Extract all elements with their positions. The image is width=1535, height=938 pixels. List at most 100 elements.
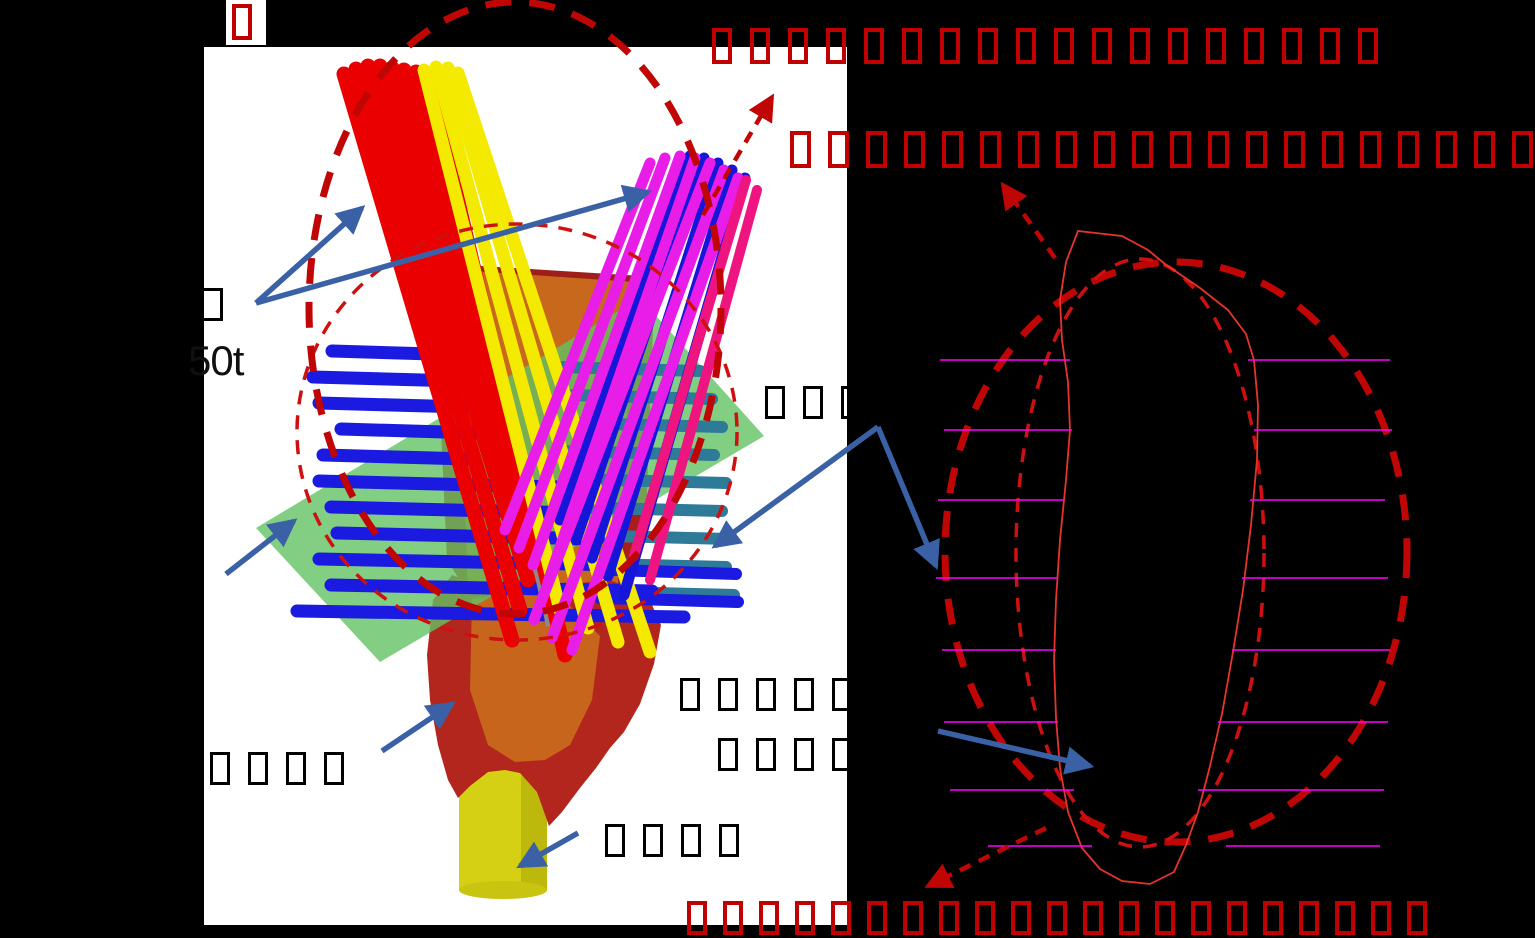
- tofu-glyph: [1011, 901, 1031, 935]
- caption-top-line-2: [790, 131, 1535, 168]
- highlight-circle-thin-left: [295, 222, 739, 642]
- tofu-glyph: [1208, 131, 1229, 168]
- tofu-glyph: [1320, 28, 1340, 64]
- tofu-glyph: [867, 901, 887, 935]
- tofu-glyph: [1335, 901, 1355, 935]
- tofu-glyph: [864, 28, 884, 64]
- tofu-glyph: [940, 28, 960, 64]
- tofu-glyph: [1244, 28, 1264, 64]
- tofu-glyph: [1168, 28, 1188, 64]
- tofu-glyph: [723, 901, 743, 935]
- highlight-ellipse-thick-right: [941, 258, 1411, 846]
- section-diagram: [936, 230, 1411, 885]
- red-callout-arrows: [701, 93, 1057, 889]
- tofu-glyph: [718, 738, 738, 771]
- tofu-glyph: [680, 678, 700, 711]
- arrow-goaf-to-model: [711, 424, 880, 549]
- tofu-glyph: [199, 288, 223, 321]
- tofu-glyph: [1018, 131, 1039, 168]
- tofu-glyph: [232, 4, 252, 40]
- red-arrow-to-top-caption: [701, 93, 775, 217]
- tofu-glyph: [1371, 901, 1391, 935]
- tofu-glyph: [794, 678, 814, 711]
- tofu-glyph: [1512, 131, 1533, 168]
- tofu-glyph: [975, 901, 995, 935]
- tofu-glyph: [803, 386, 823, 419]
- tofu-glyph: [1360, 131, 1381, 168]
- tofu-glyph: [939, 901, 959, 935]
- tofu-glyph: [1083, 901, 1103, 935]
- tofu-glyph: [605, 824, 625, 857]
- arrow-goaf-to-section: [875, 425, 940, 570]
- tofu-glyph: [902, 28, 922, 64]
- tofu-glyph: [1246, 131, 1267, 168]
- highlight-ellipse-thick-left: [305, 0, 725, 618]
- tofu-glyph: [1398, 131, 1419, 168]
- tofu-glyph: [978, 28, 998, 64]
- arrow-to-section-outline: [937, 728, 1095, 775]
- drill-fan-magenta: [499, 150, 744, 656]
- tofu-glyph: [831, 901, 851, 935]
- tofu-glyph: [904, 131, 925, 168]
- tofu-glyph: [942, 131, 963, 168]
- tofu-glyph: [1094, 131, 1115, 168]
- tofu-glyph: [1322, 131, 1343, 168]
- arrow-to-green-plane: [224, 518, 298, 577]
- fan-label-box: [199, 288, 223, 321]
- tofu-glyph: [794, 738, 814, 771]
- goaf-label: [765, 386, 879, 419]
- tofu-glyph: [210, 752, 230, 785]
- arrow-fan-label-to-red-fan: [254, 205, 366, 306]
- tofu-glyph: [756, 738, 776, 771]
- tofu-glyph: [841, 386, 861, 419]
- tofu-glyph: [1016, 28, 1036, 64]
- tofu-glyph: [718, 678, 738, 711]
- tofu-glyph: [1054, 28, 1074, 64]
- tofu-glyph: [1282, 28, 1302, 64]
- tofu-glyph: [719, 824, 739, 857]
- tofu-glyph: [1056, 131, 1077, 168]
- tofu-glyph: [324, 752, 344, 785]
- tofu-glyph: [750, 28, 770, 64]
- tofu-glyph: [1358, 28, 1378, 64]
- tofu-glyph: [1263, 901, 1283, 935]
- tofu-glyph: [866, 131, 887, 168]
- tofu-glyph: [1119, 901, 1139, 935]
- tofu-glyph: [643, 824, 663, 857]
- tofu-glyph: [1284, 131, 1305, 168]
- cylinder-label: [605, 824, 757, 857]
- tofu-glyph: [903, 901, 923, 935]
- tofu-glyph: [681, 824, 701, 857]
- tofu-glyph: [1206, 28, 1226, 64]
- tofu-glyph: [1191, 901, 1211, 935]
- caption-top-line-1: [712, 28, 1396, 64]
- tofu-glyph: [1092, 28, 1112, 64]
- tofu-glyph: [1436, 131, 1457, 168]
- tofu-glyph: [828, 131, 849, 168]
- tofu-glyph: [687, 901, 707, 935]
- orebody-section-outline: [1053, 230, 1259, 885]
- tofu-glyph: [1170, 131, 1191, 168]
- mid-label-row-1: [680, 678, 870, 711]
- tofu-glyph: [1227, 901, 1247, 935]
- tofu-glyph: [1299, 901, 1319, 935]
- tofu-glyph: [795, 901, 815, 935]
- tofu-glyph: [248, 752, 268, 785]
- tofu-glyph: [712, 28, 732, 64]
- cylinder-bottom: [459, 881, 547, 899]
- drill-fan-pink: [629, 175, 762, 585]
- highlight-ellipse-thin-right: [1014, 257, 1266, 849]
- tofu-glyph: [1407, 901, 1427, 935]
- tofu-glyph: [832, 678, 852, 711]
- tofu-glyph: [826, 28, 846, 64]
- tofu-glyph: [832, 738, 852, 771]
- fan-tonnage-label: 50t: [188, 337, 244, 384]
- tofu-glyph: [980, 131, 1001, 168]
- ore-body-label: [210, 752, 362, 785]
- caption-corner-fragment: [232, 4, 270, 40]
- tofu-glyph: [759, 901, 779, 935]
- tofu-glyph: [1474, 131, 1495, 168]
- arrow-to-cylinder: [516, 830, 580, 869]
